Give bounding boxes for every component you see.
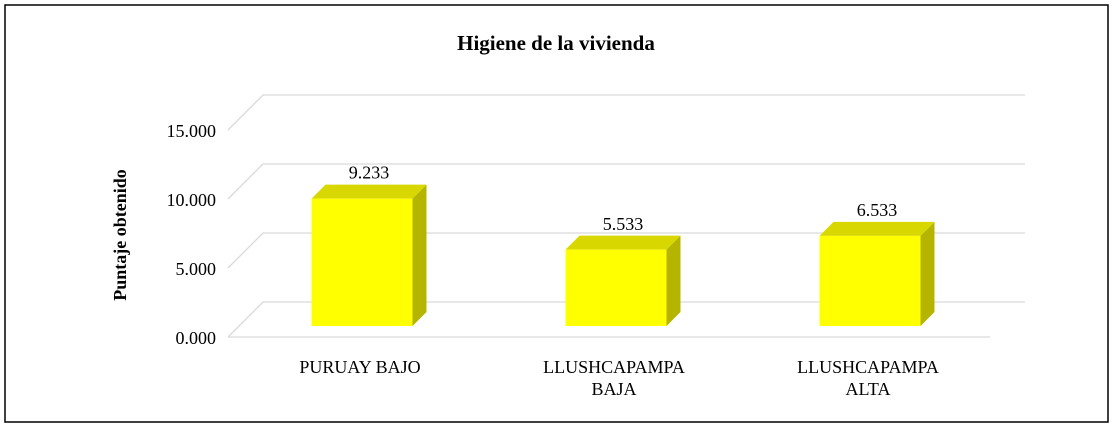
y-tick-label: 0.000 [176,328,217,348]
bar-front [819,235,921,326]
y-axis-label: Puntaje obtenido [110,169,130,301]
grid-line [227,232,1025,269]
bar [311,184,427,326]
grid-line [227,301,1025,338]
value-label: 6.533 [857,200,898,220]
bar-top [565,235,681,250]
bar [819,221,935,326]
chart-border [4,4,1109,423]
y-tick-label: 10.000 [167,190,217,210]
x-tick-label: LLUSHCAPAMPA ALTA [797,357,939,399]
x-tick-label: LLUSHCAPAMPA BAJA [543,357,685,399]
grid-line [227,163,1025,200]
bar-side [666,235,681,326]
bar [565,235,681,326]
value-label: 9.233 [349,163,390,183]
bar-top [819,221,935,236]
chart-title: Higiene de la vivienda [457,31,655,55]
value-label: 5.533 [603,214,644,234]
bar-front [565,249,667,326]
bar-front [311,198,413,326]
x-tick-label: PURUAY BAJO [299,357,421,377]
bar-side [412,184,427,326]
y-tick-label: 15.000 [167,121,217,141]
y-tick-label: 5.000 [176,259,217,279]
bar-side [920,221,935,326]
grid-line [227,94,1025,131]
bar-top [311,184,427,199]
